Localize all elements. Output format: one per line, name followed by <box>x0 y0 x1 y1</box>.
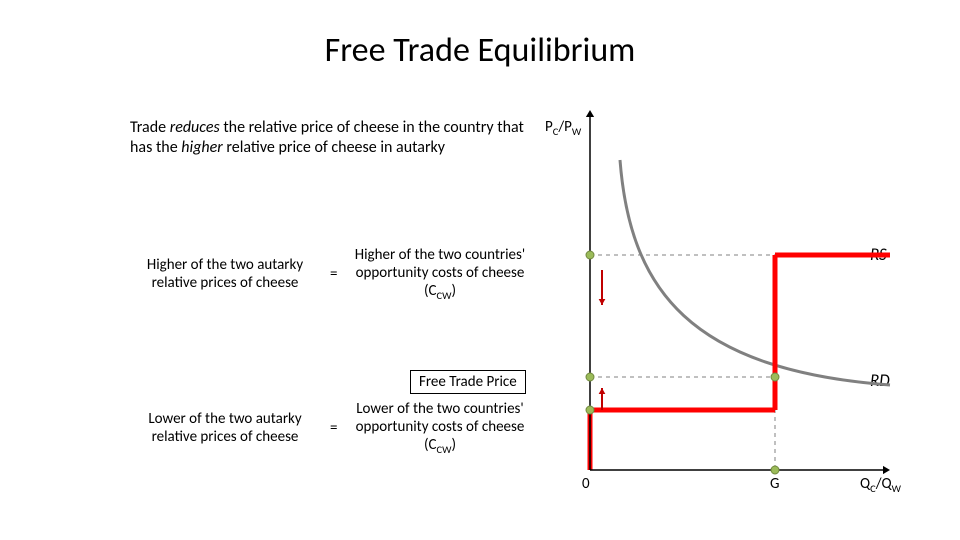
row2-right: Lower of the two countries' opportunity … <box>347 400 532 457</box>
free-trade-price-box: Free Trade Price <box>410 370 526 394</box>
intro-text: Trade reduces the relative price of chee… <box>130 118 530 158</box>
row2-left: Lower of the two autarky relative prices… <box>130 410 320 446</box>
equation-row-lower: Lower of the two autarky relative prices… <box>130 400 532 457</box>
page-title: Free Trade Equilibrium <box>0 30 960 71</box>
chart-svg <box>560 110 900 490</box>
equation-row-higher: Higher of the two autarky relative price… <box>130 246 532 303</box>
row2-equals: = <box>330 419 337 437</box>
row1-right: Higher of the two countries' opportunity… <box>347 246 532 303</box>
row1-left: Higher of the two autarky relative price… <box>130 256 320 292</box>
row1-equals: = <box>330 265 337 283</box>
